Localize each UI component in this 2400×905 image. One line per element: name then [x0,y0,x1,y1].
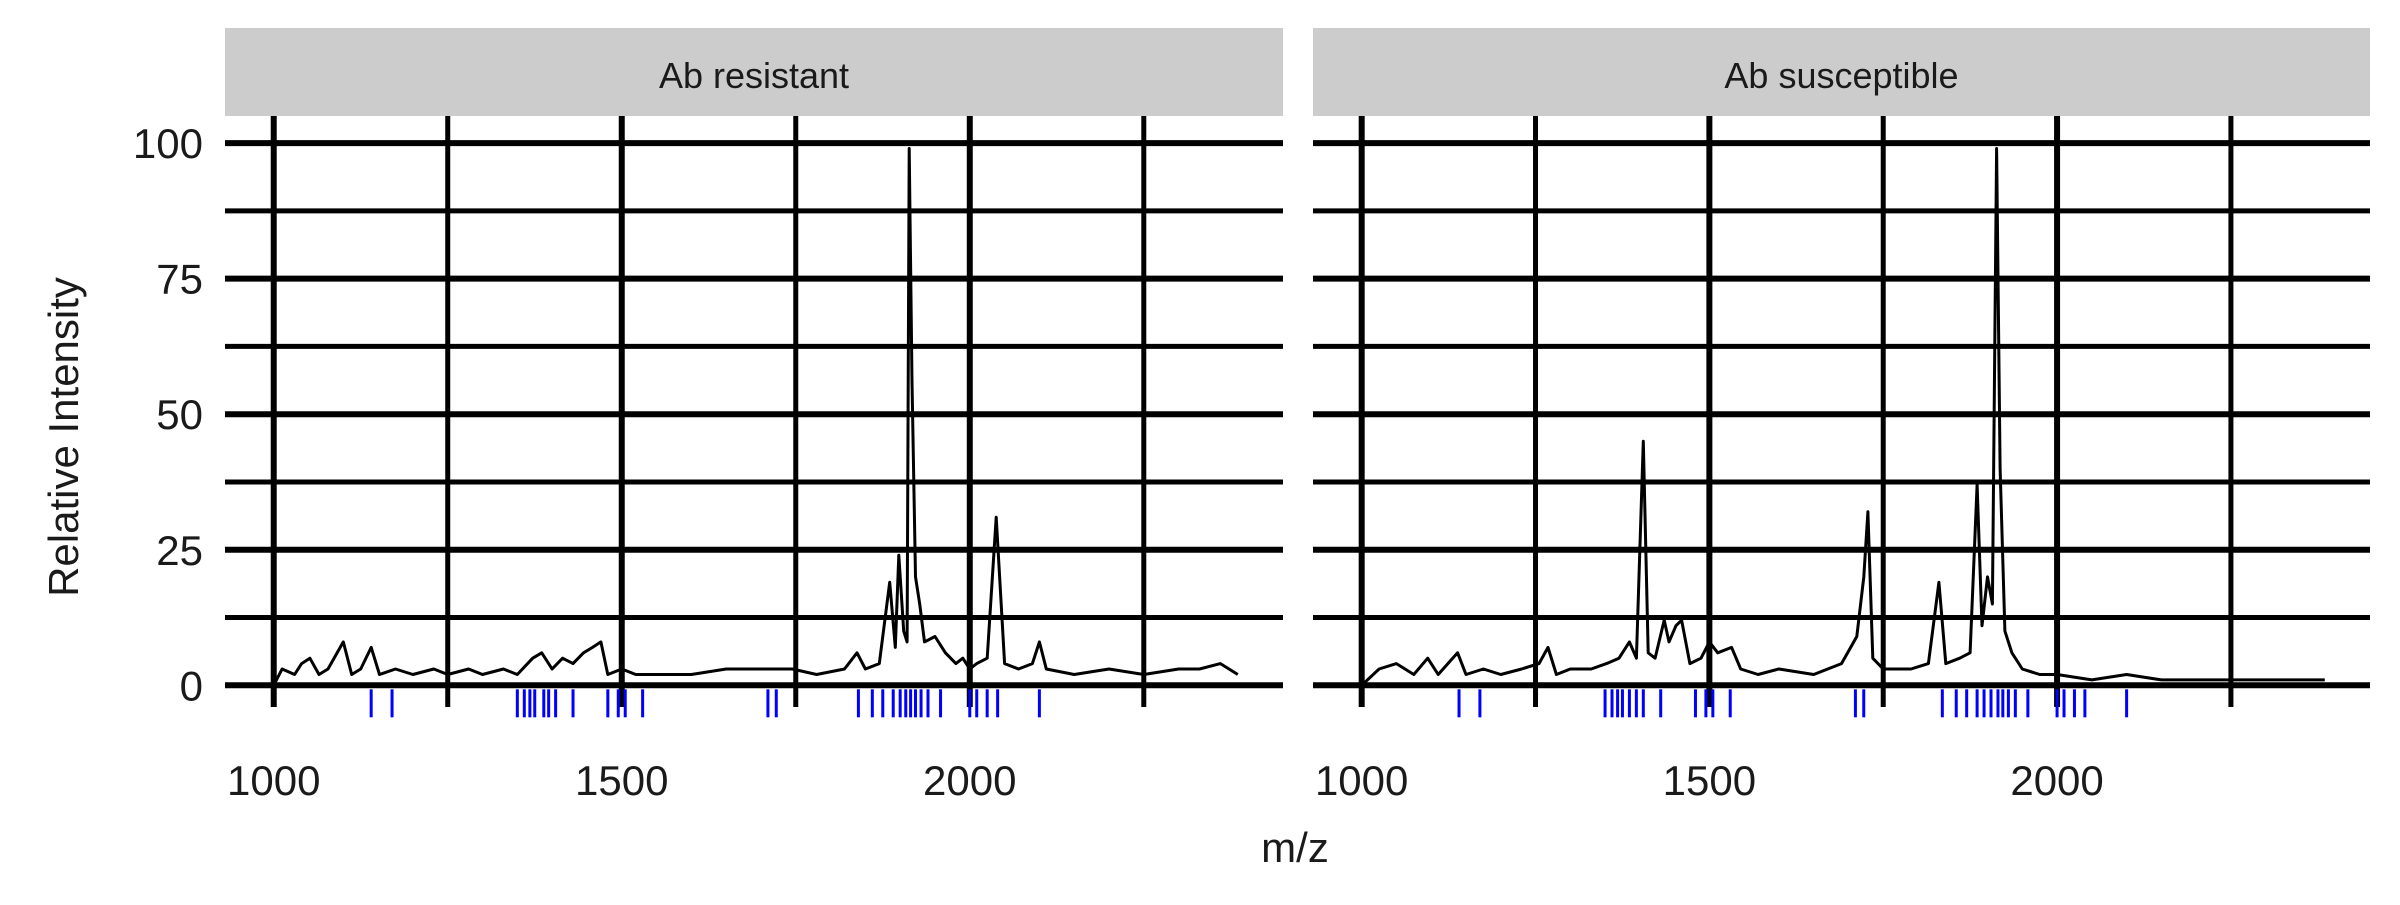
y-tick-label: 25 [156,527,203,574]
x-tick-label: 2000 [923,757,1016,804]
gridlines [225,116,1283,707]
y-tick-label: 75 [156,256,203,303]
gridlines [1313,116,2370,707]
y-tick-label: 50 [156,391,203,438]
x-tick-label: 1000 [1315,757,1408,804]
x-axis-title: m/z [1261,824,1329,871]
y-tick-label: 0 [180,662,203,709]
peak-markers [1457,689,2129,718]
x-tick-label: 1500 [575,757,668,804]
facet-panel-1: Ab resistant 1000 1500 2000 [225,28,1283,804]
y-tick-label: 100 [133,120,203,167]
spectrum-line [1360,147,2325,687]
x-tick-label: 1500 [1663,757,1756,804]
peak-markers [369,689,1041,718]
facet-panel-2: Ab susceptible 1000 1500 2000 [1313,28,2370,804]
y-tick-labels: 0 25 50 75 100 [133,120,203,709]
facet-strip [1313,28,2370,116]
facet-strip-label: Ab resistant [659,55,849,96]
x-tick-label: 2000 [2010,757,2103,804]
facet-strip [225,28,1283,116]
spectrum-line [272,147,1239,686]
facet-strip-label: Ab susceptible [1724,55,1958,96]
y-axis-title: Relative Intensity [40,277,87,597]
x-tick-label: 1000 [227,757,320,804]
